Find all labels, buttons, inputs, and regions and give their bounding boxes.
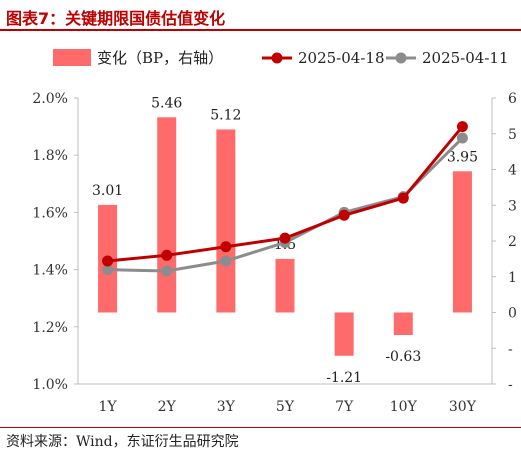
right-tick-label: 5 <box>508 127 517 143</box>
point-2025-04-18-1Y <box>102 255 114 267</box>
x-tick-label: 2Y <box>158 399 177 415</box>
right-tick-label: 2 <box>508 234 517 250</box>
chart-area: 1.0% 1.2% 1.4% 1.6% 1.8% 2.0% - - 0 1 2 3 4 5 6 3.01 5.4… <box>32 49 517 415</box>
point-2025-04-18-7Y <box>338 209 350 221</box>
point-2025-04-18-3Y <box>220 241 232 253</box>
bar-data-label: 5.12 <box>210 107 241 123</box>
right-tick-label: 3 <box>508 198 517 214</box>
right-tick-label: 0 <box>508 306 517 322</box>
x-tick-label: 3Y <box>217 399 236 415</box>
bar-7Y <box>334 312 354 356</box>
footer-divider <box>0 427 521 428</box>
legend-marker <box>395 52 407 64</box>
left-tick-label: 1.8% <box>32 148 68 164</box>
bar-5Y <box>275 258 295 313</box>
bar-data-label: -1.21 <box>326 370 362 386</box>
bar-10Y <box>393 312 413 336</box>
right-tick-label: - <box>508 341 513 357</box>
bar-30Y <box>452 171 472 313</box>
legend-marker <box>271 52 283 64</box>
point-2025-04-11-30Y <box>456 132 468 144</box>
figure-header: 图表7：关键期限国债估值变化 <box>0 0 521 31</box>
point-2025-04-18-30Y <box>456 121 468 133</box>
header-divider <box>0 29 521 31</box>
legend-label: 变化（BP，右轴） <box>97 49 223 67</box>
bar-3Y <box>216 129 236 313</box>
right-tick-label: 6 <box>508 91 517 107</box>
point-2025-04-11-3Y <box>220 255 232 267</box>
x-tick-label: 30Y <box>449 399 477 415</box>
right-tick-label: 4 <box>508 163 517 179</box>
figure-title: 图表7：关键期限国债估值变化 <box>6 9 226 28</box>
left-tick-label: 2.0% <box>32 91 68 107</box>
left-tick-label: 1.0% <box>32 377 68 393</box>
source-note: 资料来源：Wind，东证衍生品研究院 <box>6 434 239 450</box>
legend-bar-swatch <box>53 49 91 66</box>
bar-data-label: 3.01 <box>92 183 123 199</box>
bar-data-label: 3.95 <box>447 149 478 165</box>
point-2025-04-18-5Y <box>279 232 291 244</box>
right-tick-label: - <box>508 377 513 393</box>
bar-data-label: 5.46 <box>151 95 182 111</box>
bar-data-label: -0.63 <box>385 349 421 365</box>
left-tick-label: 1.6% <box>32 205 68 221</box>
legend-label: 2025-04-18 <box>298 49 384 67</box>
bar-2Y <box>157 117 177 313</box>
point-2025-04-18-10Y <box>397 192 409 204</box>
left-tick-label: 1.4% <box>32 263 68 279</box>
x-tick-label: 1Y <box>98 399 117 415</box>
legend-label: 2025-04-11 <box>422 49 508 67</box>
left-tick-label: 1.2% <box>32 320 68 336</box>
x-tick-label: 7Y <box>335 399 354 415</box>
right-tick-label: 1 <box>508 270 517 286</box>
x-tick-label: 10Y <box>390 399 418 415</box>
point-2025-04-18-2Y <box>161 249 173 261</box>
point-2025-04-11-2Y <box>161 265 173 277</box>
x-tick-label: 5Y <box>276 399 295 415</box>
point-2025-04-11-1Y <box>102 264 114 276</box>
